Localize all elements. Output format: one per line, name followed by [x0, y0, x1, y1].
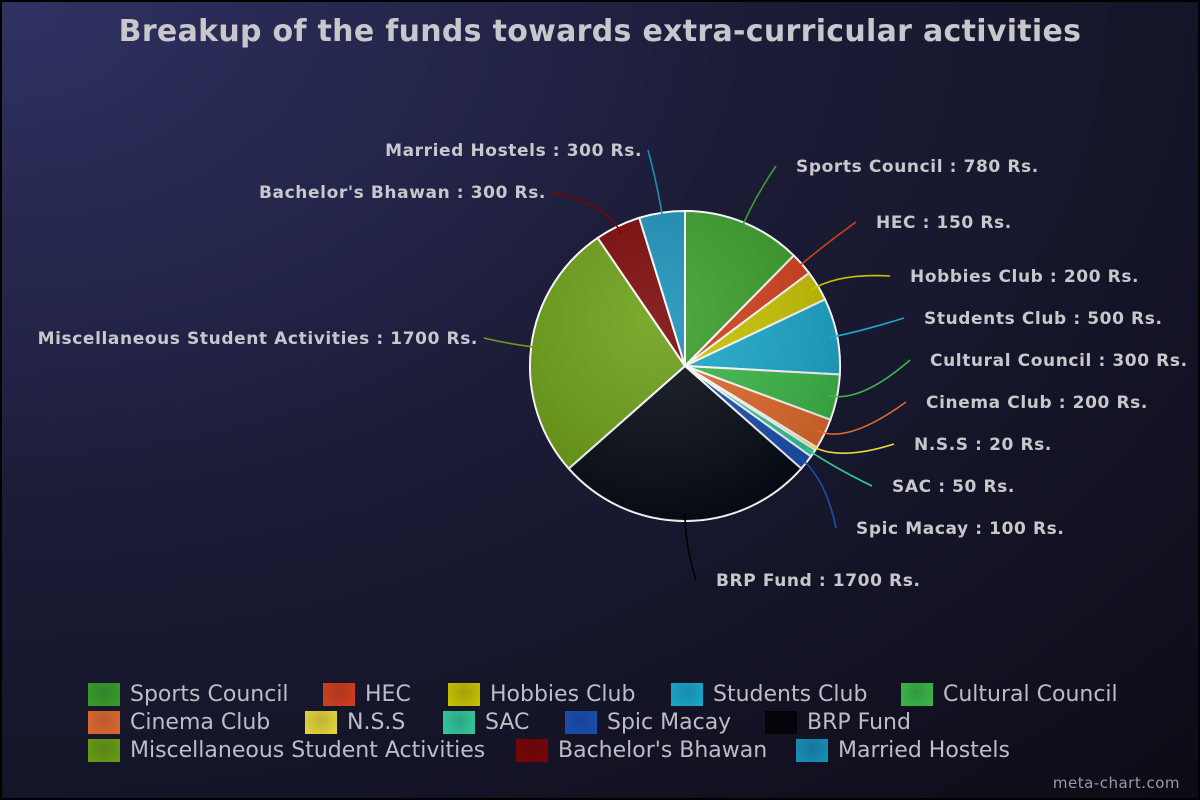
data-label-bachelor-s-bhawan: Bachelor's Bhawan : 300 Rs.	[259, 183, 546, 203]
leader-line-spic-macay	[799, 457, 837, 529]
data-label-sports-council: Sports Council : 780 Rs.	[796, 157, 1039, 177]
leader-line-married-hostels	[647, 149, 664, 221]
data-label-students-club: Students Club : 500 Rs.	[924, 309, 1163, 329]
data-label-spic-macay: Spic Macay : 100 Rs.	[856, 519, 1064, 539]
legend-item-spic-macay[interactable]: Spic Macay	[565, 708, 731, 736]
data-label-sac: SAC : 50 Rs.	[892, 477, 1015, 497]
leader-line-sac	[806, 448, 873, 487]
legend-label: Cultural Council	[943, 681, 1118, 707]
legend-label: BRP Fund	[807, 709, 911, 735]
data-label-miscellaneous-student-activities: Miscellaneous Student Activities : 1700 …	[38, 329, 478, 349]
legend-swatch	[88, 738, 120, 762]
leader-line-bachelor-s-bhawan	[551, 191, 622, 234]
legend-swatch	[901, 682, 933, 706]
leader-line-brp-fund	[684, 512, 697, 581]
legend-swatch	[305, 710, 337, 734]
leader-line-sports-council	[740, 165, 777, 231]
legend-item-n-s-s[interactable]: N.S.S	[305, 708, 405, 736]
leader-line-cultural-council	[828, 359, 911, 398]
legend-swatch	[796, 738, 828, 762]
leader-line-n-s-s	[808, 443, 895, 455]
legend-swatch	[443, 710, 475, 734]
leader-line-hobbies-club	[810, 274, 891, 291]
legend-swatch	[671, 682, 703, 706]
data-label-brp-fund: BRP Fund : 1700 Rs.	[716, 571, 921, 591]
legend-label: Married Hostels	[838, 737, 1010, 763]
data-label-cinema-club: Cinema Club : 200 Rs.	[926, 393, 1148, 413]
watermark: meta-chart.com	[1052, 774, 1180, 792]
legend-label: Students Club	[713, 681, 868, 707]
chart-title: Breakup of the funds towards extra-curri…	[118, 14, 1082, 49]
legend-swatch	[565, 710, 597, 734]
data-label-married-hostels: Married Hostels : 300 Rs.	[385, 141, 642, 161]
legend-swatch	[323, 682, 355, 706]
legend-swatch	[448, 682, 480, 706]
legend-label: N.S.S	[347, 709, 406, 735]
legend-swatch	[516, 738, 548, 762]
legend-swatch	[765, 710, 797, 734]
data-label-hobbies-club: Hobbies Club : 200 Rs.	[910, 267, 1139, 287]
legend-item-sac[interactable]: SAC	[443, 708, 529, 736]
legend-label: Sports Council	[130, 681, 289, 707]
legend-item-cinema-club[interactable]: Cinema Club	[88, 708, 270, 736]
legend-label: HEC	[365, 681, 411, 707]
leader-line-students-club	[829, 317, 905, 339]
legend-item-miscellaneous-student-activities[interactable]: Miscellaneous Student Activities	[88, 736, 485, 764]
data-label-hec: HEC : 150 Rs.	[876, 213, 1012, 233]
legend-item-sports-council[interactable]: Sports Council	[88, 680, 289, 708]
legend-label: Miscellaneous Student Activities	[130, 737, 486, 763]
legend-label: Cinema Club	[130, 709, 271, 735]
legend-label: Hobbies Club	[490, 681, 636, 707]
legend-item-cultural-council[interactable]: Cultural Council	[901, 680, 1118, 708]
leader-line-cinema-club	[816, 401, 907, 435]
legend-label: SAC	[485, 709, 530, 735]
legend-item-hobbies-club[interactable]: Hobbies Club	[448, 680, 635, 708]
legend-swatch	[88, 682, 120, 706]
data-label-n-s-s: N.S.S : 20 Rs.	[914, 435, 1052, 455]
data-label-cultural-council: Cultural Council : 300 Rs.	[930, 351, 1188, 371]
legend-item-hec[interactable]: HEC	[323, 680, 411, 708]
legend-item-married-hostels[interactable]: Married Hostels	[796, 736, 1010, 764]
leader-line-hec	[795, 221, 857, 270]
legend-swatch	[88, 710, 120, 734]
leader-line-miscellaneous-student-activities	[483, 337, 540, 349]
legend-item-brp-fund[interactable]: BRP Fund	[765, 708, 911, 736]
legend-item-students-club[interactable]: Students Club	[671, 680, 867, 708]
legend-label: Bachelor's Bhawan	[558, 737, 768, 763]
legend-item-bachelor-s-bhawan[interactable]: Bachelor's Bhawan	[516, 736, 767, 764]
legend-label: Spic Macay	[607, 709, 732, 735]
